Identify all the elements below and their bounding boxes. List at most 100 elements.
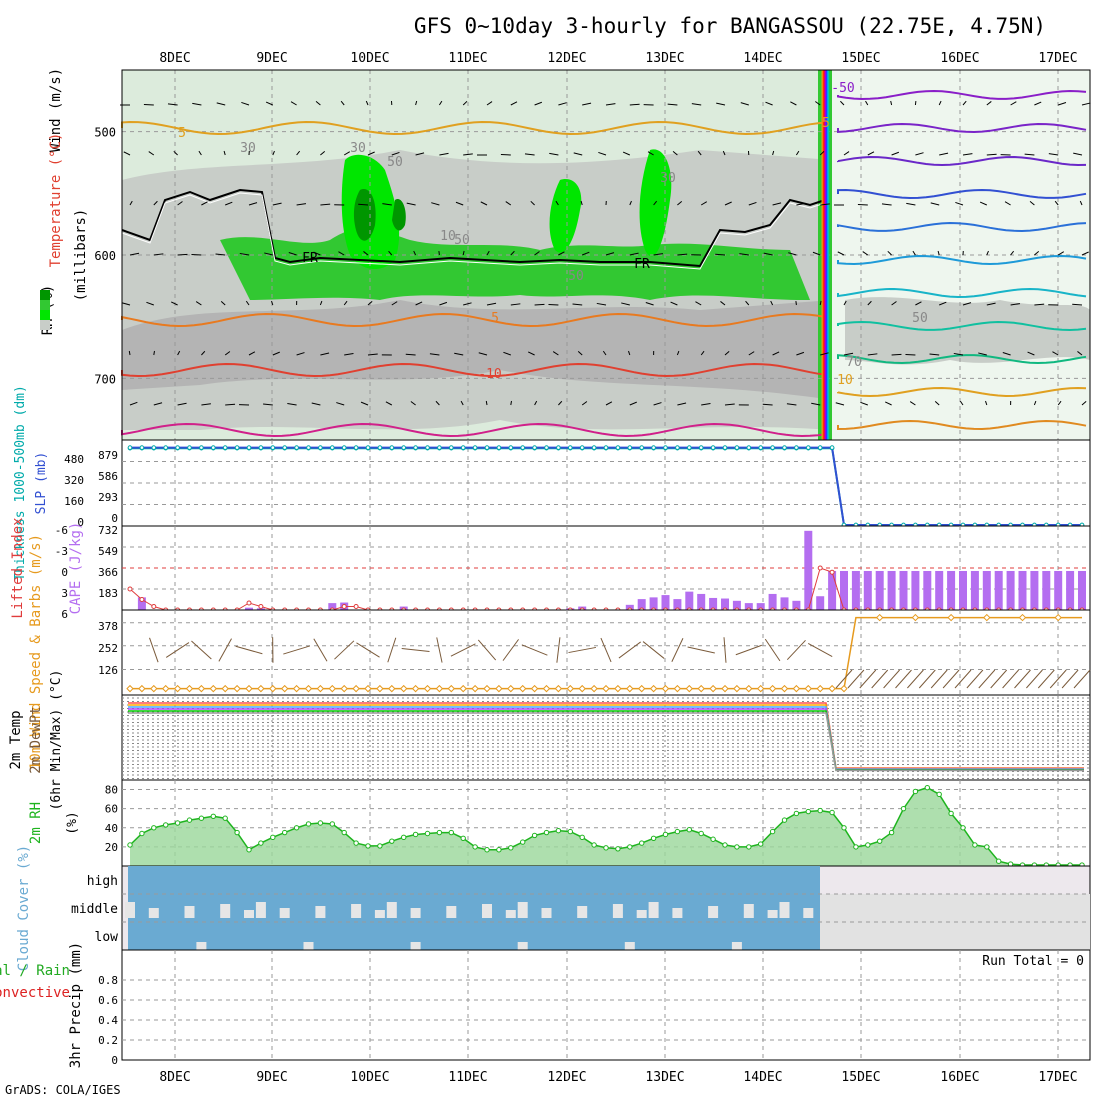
minmax-ylabel: (6hr Min/Max) (°C): [49, 670, 64, 811]
cloud-gap: [613, 904, 623, 918]
cloud-gap: [196, 942, 206, 950]
rh2m-marker: [521, 840, 525, 844]
cloud-gap: [744, 904, 754, 918]
cape-bar: [1030, 571, 1038, 610]
wind-barb: [129, 351, 130, 355]
rh2m-marker: [378, 844, 382, 848]
contour-label: 50: [454, 233, 470, 248]
cloud-ylabel: Cloud Cover (%): [16, 845, 32, 971]
slp-marker: [640, 446, 644, 450]
cloud-gap: [482, 904, 492, 918]
rh2m-marker: [449, 830, 453, 834]
top-date-label: 17DEC: [1038, 51, 1077, 66]
slp-marker: [830, 446, 834, 450]
slp-marker: [521, 446, 525, 450]
rh2m-marker: [366, 844, 370, 848]
rh2m-marker: [878, 839, 882, 843]
cape-bar: [1078, 571, 1086, 610]
wind-barb: [796, 301, 797, 305]
rh2m-marker: [616, 847, 620, 851]
slp-marker: [473, 446, 477, 450]
slp-marker: [223, 446, 227, 450]
precip-tick-label: 0: [111, 1054, 118, 1067]
contour-label: 70: [846, 355, 862, 370]
wind-barb: [178, 254, 188, 255]
pressure-tick-label: 700: [94, 372, 116, 386]
top-date-label: 8DEC: [159, 51, 190, 66]
slp-marker: [128, 446, 132, 450]
slp-marker: [247, 446, 251, 450]
cloud-gap: [518, 902, 528, 918]
slp-marker: [176, 446, 180, 450]
cloud-gap: [411, 942, 421, 950]
cape-bar: [947, 571, 955, 610]
precip-legend-total: Total / Rain: [0, 963, 70, 979]
rh2m-marker: [830, 810, 834, 814]
rh2m-marker: [973, 843, 977, 847]
cape-bar: [828, 571, 836, 610]
rh2m-marker: [235, 830, 239, 834]
rh2m-marker: [413, 832, 417, 836]
lifted-index-marker: [342, 605, 346, 609]
rh2m-marker: [711, 837, 715, 841]
slp-marker: [426, 446, 430, 450]
cape-bar: [1066, 571, 1074, 610]
precip-ylabel: 3hr Precip (mm): [68, 942, 84, 1068]
cape-bar: [971, 571, 979, 610]
wind-barb: [144, 104, 154, 105]
slp-tick-label: 879: [98, 449, 118, 462]
rh2m-marker: [949, 811, 953, 815]
cape-bar: [876, 571, 884, 610]
contour-label: 10: [837, 373, 853, 388]
rh2m-marker: [580, 835, 584, 839]
cloud-gap: [577, 906, 587, 918]
rh2m-ylabel: 2m RH: [28, 802, 44, 844]
cloud-gap: [185, 906, 195, 918]
slp-marker: [688, 446, 692, 450]
upper-air-ylabel: (millibars): [73, 209, 89, 302]
rh2m-marker: [901, 806, 905, 810]
top-date-label: 10DEC: [350, 51, 389, 66]
rh2m-marker: [592, 843, 596, 847]
rh2m-marker: [806, 809, 810, 813]
slp-ylabel: SLP (mb): [34, 452, 49, 515]
rh2m-unit-label: (%): [65, 811, 80, 834]
slp-marker: [342, 446, 346, 450]
cape-bar: [816, 596, 824, 610]
cape-bar: [1042, 571, 1050, 610]
cloud-gap: [280, 908, 290, 918]
rh2m-marker: [818, 808, 822, 812]
slp-marker: [378, 446, 382, 450]
contour-label: 50: [912, 311, 928, 326]
cape-bar: [1054, 571, 1062, 610]
rh2m-marker: [461, 836, 465, 840]
cape-bar: [935, 571, 943, 610]
slp-marker: [592, 446, 596, 450]
rh2m-marker: [663, 832, 667, 836]
slp-marker: [604, 446, 608, 450]
slp-marker: [450, 446, 454, 450]
lifted-index-marker: [247, 601, 251, 605]
rh2m-marker: [568, 829, 572, 833]
rh2m-marker: [164, 823, 168, 827]
slp-marker: [259, 446, 263, 450]
slp-marker: [545, 446, 549, 450]
lifted-index-marker: [152, 605, 156, 609]
cloud-gap: [149, 908, 159, 918]
cloud-gap: [446, 906, 456, 918]
wind-barb: [439, 251, 440, 255]
rh2m-marker: [544, 830, 548, 834]
rh2m-marker: [866, 843, 870, 847]
cloud-gap: [518, 942, 528, 950]
rh2m-marker: [485, 848, 489, 852]
wind-barb: [511, 401, 512, 405]
bottom-date-label: 8DEC: [159, 1070, 190, 1085]
wind-barb: [535, 304, 545, 305]
rh2m-marker: [223, 816, 227, 820]
rh2m-marker: [390, 839, 394, 843]
slp-marker: [807, 446, 811, 450]
contour-label: -5: [814, 116, 830, 131]
bottom-date-label: 15DEC: [841, 1070, 880, 1085]
rh2m-marker: [259, 841, 263, 845]
slp-marker: [616, 446, 620, 450]
